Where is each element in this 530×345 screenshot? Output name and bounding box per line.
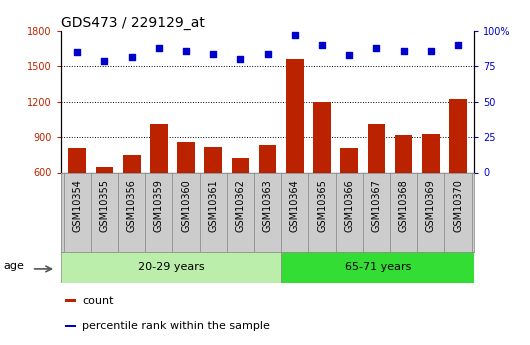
Point bbox=[427, 48, 435, 53]
Text: GSM10362: GSM10362 bbox=[235, 179, 245, 232]
Bar bbox=[61, 252, 281, 283]
Text: GSM10355: GSM10355 bbox=[100, 179, 110, 232]
Point bbox=[263, 51, 272, 57]
Text: GSM10359: GSM10359 bbox=[154, 179, 164, 232]
Text: GSM10370: GSM10370 bbox=[453, 179, 463, 232]
Point bbox=[73, 50, 82, 55]
Point bbox=[454, 42, 462, 48]
Bar bbox=[95, 167, 113, 172]
Text: GSM10367: GSM10367 bbox=[372, 179, 382, 232]
Text: GSM10364: GSM10364 bbox=[290, 179, 300, 231]
Bar bbox=[150, 124, 167, 172]
Text: 65-71 years: 65-71 years bbox=[344, 263, 411, 272]
Bar bbox=[313, 102, 331, 172]
Point bbox=[345, 52, 354, 58]
Text: GSM10368: GSM10368 bbox=[399, 179, 409, 231]
Text: count: count bbox=[83, 296, 114, 306]
Bar bbox=[68, 148, 86, 172]
Bar bbox=[340, 148, 358, 172]
Text: GSM10365: GSM10365 bbox=[317, 179, 327, 232]
Bar bbox=[286, 59, 304, 172]
Bar bbox=[449, 99, 467, 172]
Text: GSM10361: GSM10361 bbox=[208, 179, 218, 231]
Text: age: age bbox=[3, 261, 24, 271]
Point bbox=[182, 48, 190, 53]
Text: 20-29 years: 20-29 years bbox=[138, 263, 205, 272]
Bar bbox=[65, 299, 76, 302]
Bar bbox=[259, 145, 277, 172]
Text: GSM10354: GSM10354 bbox=[72, 179, 82, 232]
Point bbox=[372, 45, 381, 51]
Bar bbox=[281, 252, 474, 283]
Bar bbox=[65, 325, 76, 327]
Text: percentile rank within the sample: percentile rank within the sample bbox=[83, 321, 270, 331]
Point bbox=[155, 45, 163, 51]
Bar bbox=[368, 124, 385, 172]
Point bbox=[318, 42, 326, 48]
Text: GSM10356: GSM10356 bbox=[127, 179, 137, 232]
Point bbox=[100, 58, 109, 63]
Bar bbox=[177, 142, 195, 172]
Text: GSM10360: GSM10360 bbox=[181, 179, 191, 231]
Text: GDS473 / 229129_at: GDS473 / 229129_at bbox=[61, 16, 205, 30]
Text: GSM10363: GSM10363 bbox=[263, 179, 272, 231]
Bar bbox=[123, 155, 140, 172]
Text: GSM10366: GSM10366 bbox=[344, 179, 354, 231]
Bar bbox=[205, 147, 222, 172]
Point bbox=[127, 54, 136, 59]
Bar bbox=[232, 158, 249, 172]
Point bbox=[290, 32, 299, 38]
Point bbox=[209, 51, 217, 57]
Bar bbox=[422, 134, 440, 172]
Text: GSM10369: GSM10369 bbox=[426, 179, 436, 231]
Point bbox=[400, 48, 408, 53]
Point bbox=[236, 57, 245, 62]
Bar bbox=[395, 135, 412, 172]
